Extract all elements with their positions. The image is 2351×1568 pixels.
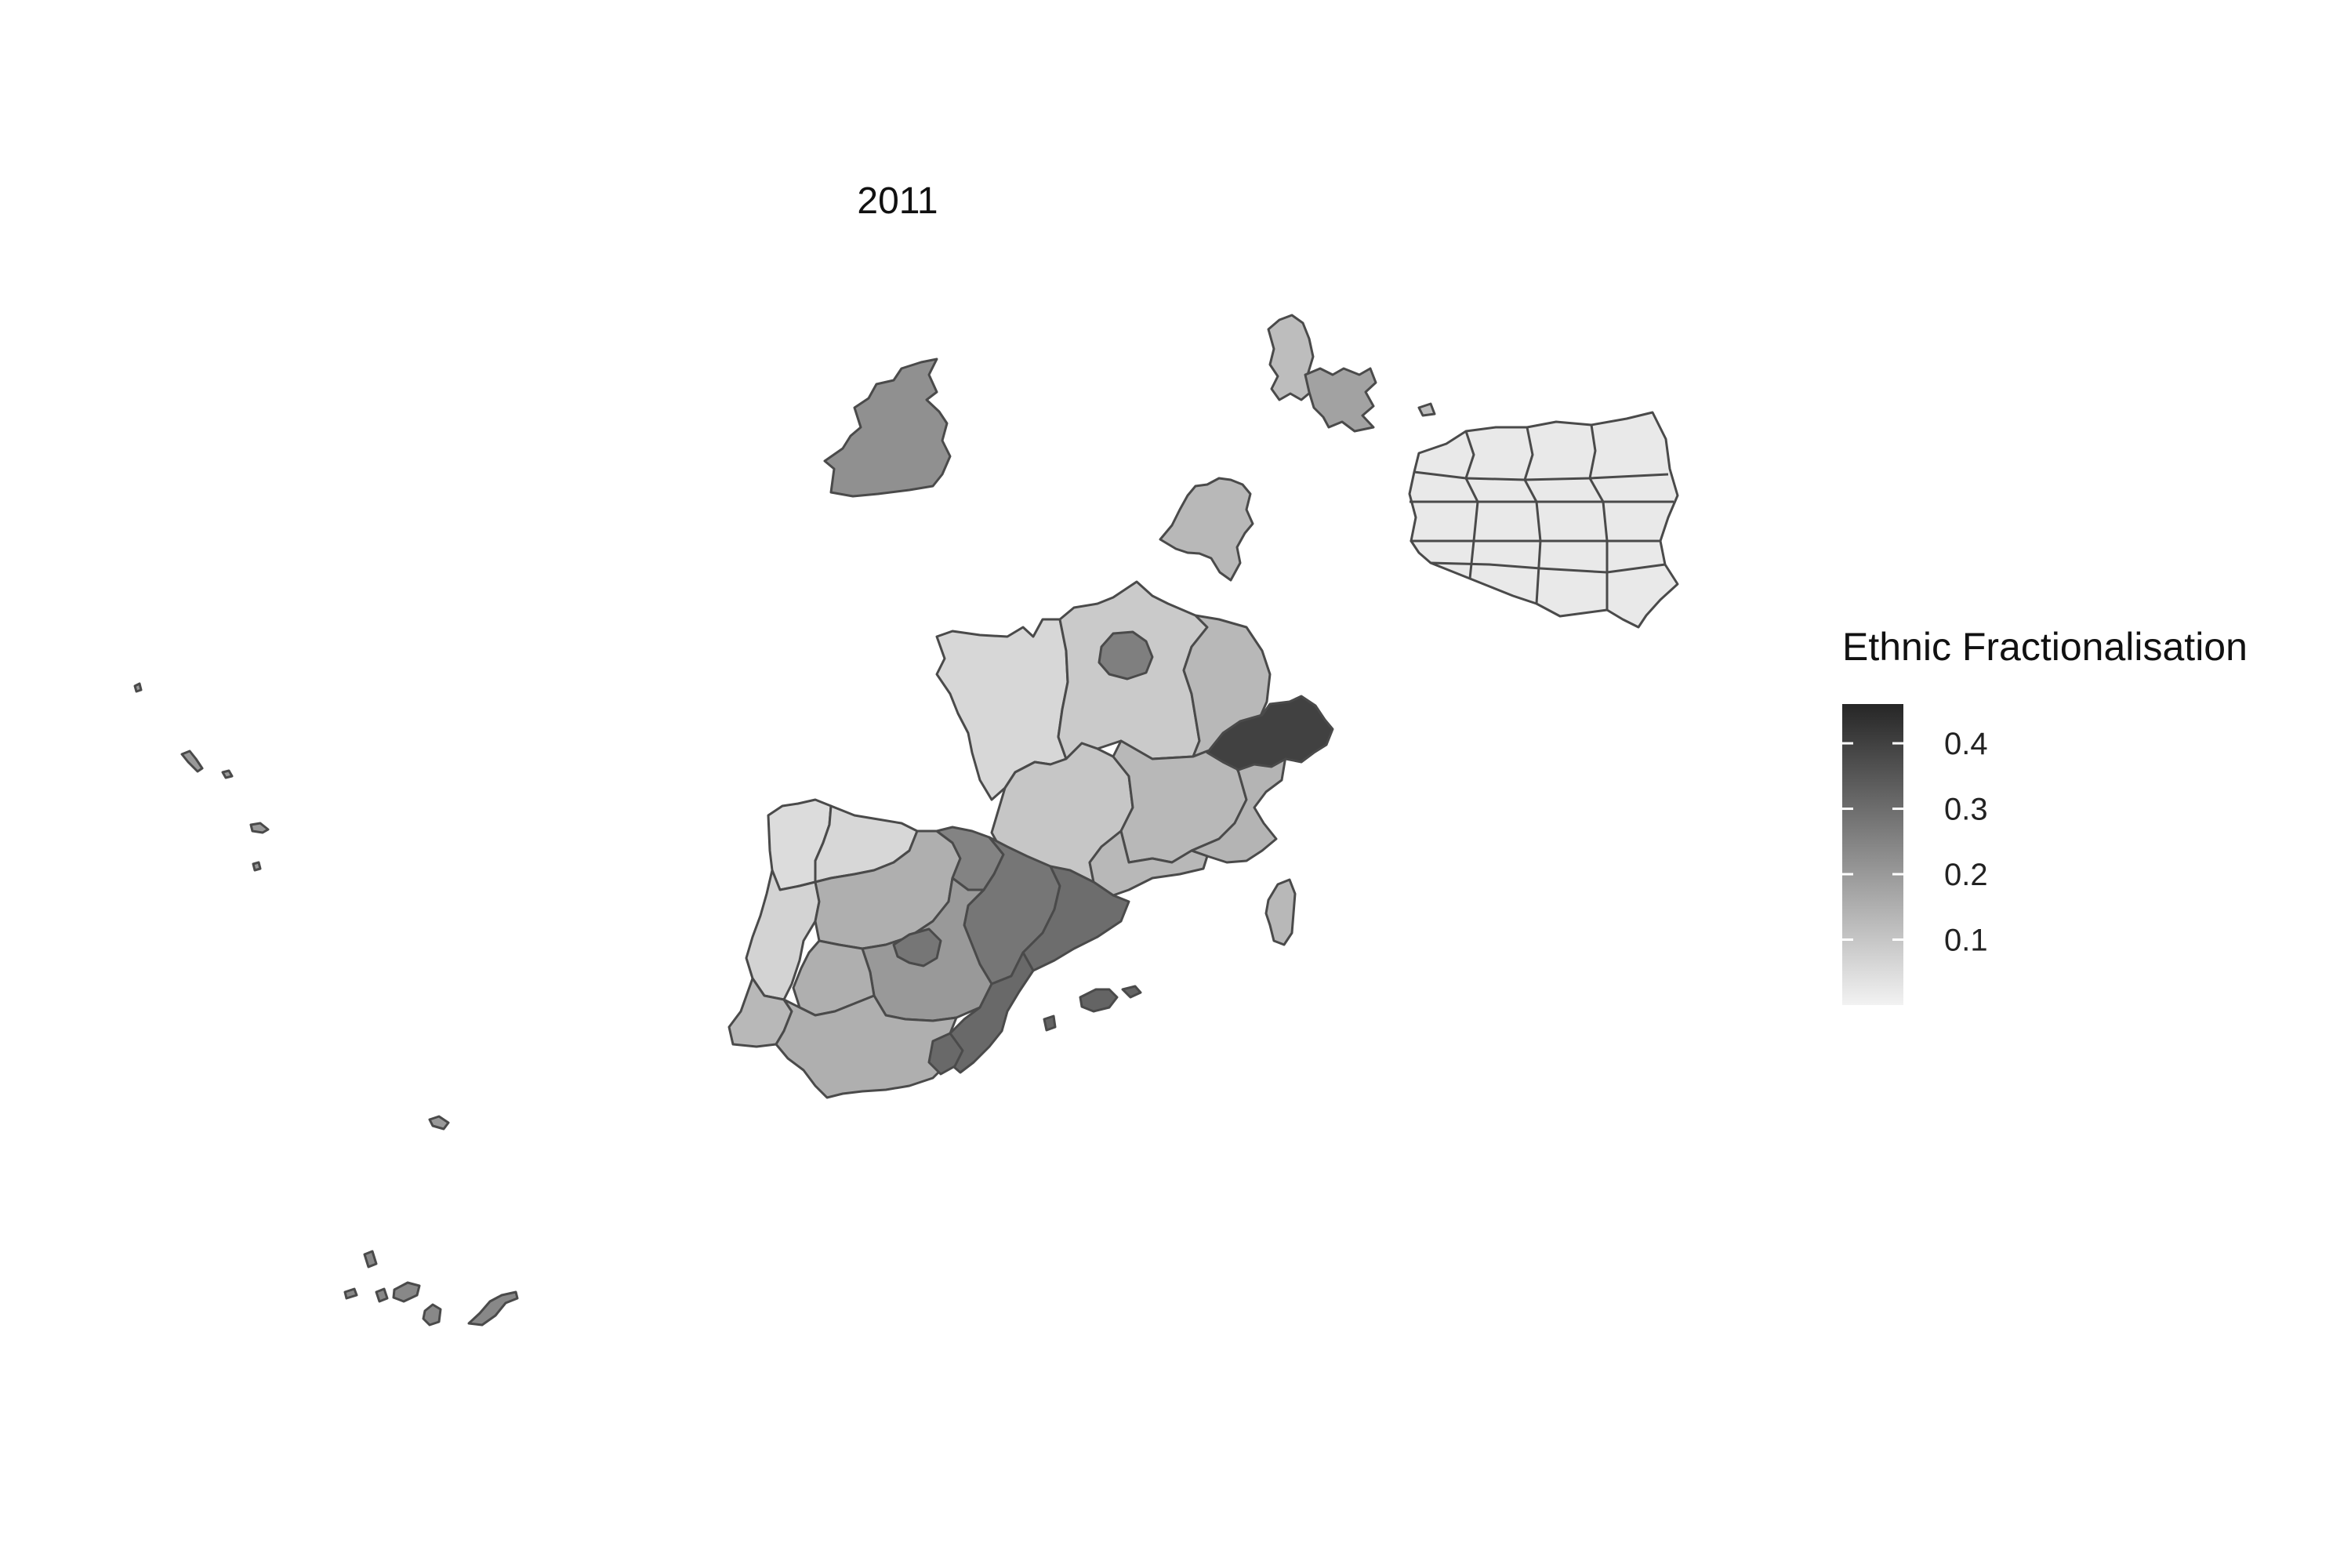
spain-valencia <box>927 1032 964 1076</box>
madeira <box>428 1115 450 1131</box>
ireland-region <box>823 358 952 498</box>
map-title: 2011 <box>857 180 938 222</box>
denmark-region-b <box>1304 367 1377 433</box>
balearic-islands <box>1079 988 1119 1013</box>
canary-islands <box>422 1303 442 1327</box>
poland-south <box>1410 539 1679 629</box>
denmark-region-a <box>1417 402 1436 417</box>
azores <box>249 822 270 834</box>
azores <box>252 861 262 872</box>
canary-islands <box>343 1287 358 1300</box>
spain-madrid <box>892 927 942 967</box>
portugal-central <box>745 869 821 1001</box>
legend-colorbar <box>1842 704 1903 1005</box>
canary-islands <box>363 1250 378 1269</box>
canary-islands <box>375 1287 389 1303</box>
denmark-region-a <box>1267 314 1315 401</box>
balearic-islands <box>1121 985 1142 999</box>
legend-tick-label: 0.1 <box>1944 924 1988 958</box>
canary-islands <box>392 1281 421 1303</box>
france-south-central <box>1088 829 1209 897</box>
legend-tick-label: 0.4 <box>1944 727 1988 761</box>
legend-ticks: 0.4 0.3 0.2 0.1 <box>1842 727 1988 958</box>
balearic-islands <box>1043 1014 1057 1032</box>
netherlands-region <box>1159 477 1254 582</box>
spain-catalonia <box>1021 865 1130 972</box>
map-regions <box>727 314 1679 1099</box>
legend: Ethnic Fractionalisation 0.4 0.3 0.2 0.1 <box>1842 625 2248 1005</box>
legend-tick-label: 0.2 <box>1944 858 1988 892</box>
poland-internal-borders <box>1410 424 1674 610</box>
legend-tick-label: 0.3 <box>1944 793 1988 827</box>
islands <box>133 682 1142 1327</box>
france-paris <box>1097 630 1154 681</box>
legend-title: Ethnic Fractionalisation <box>1842 625 2248 669</box>
azores <box>133 682 143 693</box>
canary-islands <box>467 1290 519 1327</box>
corsica <box>1264 878 1297 946</box>
azores <box>221 769 234 779</box>
azores <box>180 750 204 773</box>
switzerland <box>1206 695 1334 771</box>
